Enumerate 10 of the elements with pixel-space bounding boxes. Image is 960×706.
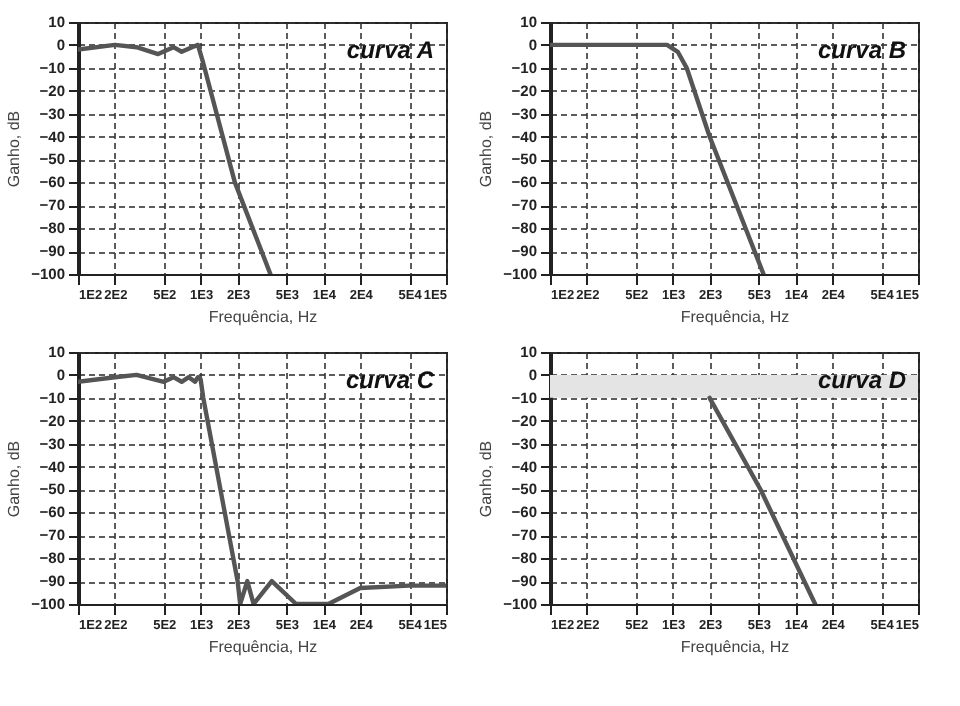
y-axis-title: Ganho, dB (477, 110, 496, 188)
annotation: curva D (817, 366, 907, 394)
x-axis-title: Frequência, Hz (208, 308, 318, 326)
x-axis-title: Frequência, Hz (680, 638, 790, 656)
y-axis-title: Ganho, dB (5, 110, 24, 188)
x-axis-title: Frequência, Hz (680, 308, 790, 326)
x-axis-title: Frequência, Hz (208, 638, 318, 656)
annotation: curva A (346, 36, 434, 64)
y-axis-title: Ganho, dB (477, 440, 496, 518)
y-axis-title: Ganho, dB (5, 440, 24, 518)
